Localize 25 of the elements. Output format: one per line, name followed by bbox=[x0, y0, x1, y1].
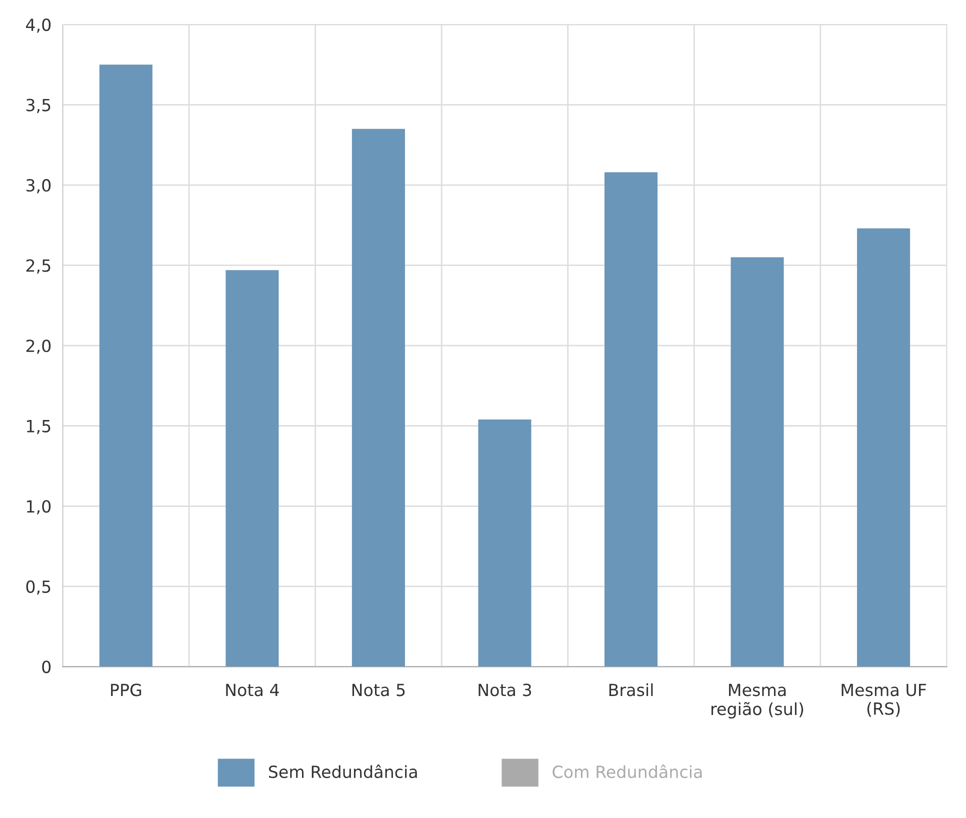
y-tick-label: 1,5 bbox=[27, 420, 50, 434]
x-tick-label: Nota 4 bbox=[226, 684, 279, 696]
x-tick-label: PPG bbox=[111, 684, 142, 696]
y-tick-label: 1,0 bbox=[27, 500, 51, 514]
y-tick-label: 3,0 bbox=[26, 179, 51, 194]
bar bbox=[857, 228, 910, 667]
y-tick-label: 4,0 bbox=[26, 18, 51, 33]
x-tick-label: Nota 3 bbox=[478, 684, 532, 696]
y-tick-label: 3,5 bbox=[26, 98, 50, 114]
y-tick-label: 0,5 bbox=[26, 580, 50, 595]
bar bbox=[99, 64, 152, 667]
bar bbox=[352, 128, 405, 667]
y-tick-label: 2,5 bbox=[26, 259, 50, 274]
y-tick-label: 0 bbox=[42, 660, 51, 674]
legend-label: Com Redundância bbox=[552, 764, 702, 778]
x-tick-label: Brasil bbox=[609, 683, 653, 696]
y-tick-label: 2,0 bbox=[26, 340, 51, 354]
bar bbox=[226, 270, 279, 667]
x-tick-label: Nota 5 bbox=[352, 684, 405, 696]
x-tick-label: Mesma UF (RS) bbox=[842, 684, 926, 717]
legend-label: Sem Redundância bbox=[268, 764, 417, 778]
bar bbox=[478, 419, 532, 667]
bar bbox=[604, 172, 658, 667]
x-tick-label: Mesma região (sul) bbox=[712, 684, 804, 718]
bar bbox=[730, 257, 784, 667]
